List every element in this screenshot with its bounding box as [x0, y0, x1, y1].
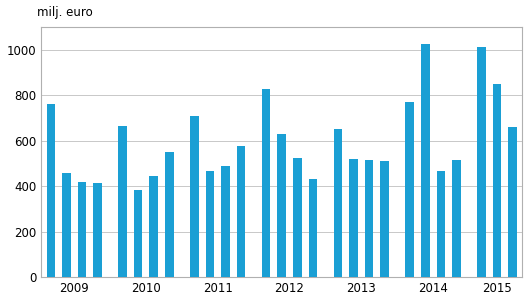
Bar — [78, 182, 86, 277]
Bar — [477, 47, 486, 277]
Bar — [93, 183, 102, 277]
Bar — [237, 146, 245, 277]
Bar — [405, 102, 414, 277]
Bar — [62, 172, 71, 277]
Bar — [293, 158, 302, 277]
Bar — [508, 127, 517, 277]
Bar — [308, 179, 317, 277]
Bar — [262, 89, 270, 277]
Bar — [47, 104, 55, 277]
Bar — [190, 116, 199, 277]
Bar — [452, 160, 461, 277]
Bar — [365, 160, 373, 277]
Bar — [436, 172, 445, 277]
Text: milj. euro: milj. euro — [37, 6, 93, 19]
Bar — [421, 44, 430, 277]
Bar — [118, 126, 127, 277]
Bar — [150, 176, 158, 277]
Bar — [349, 159, 358, 277]
Bar — [206, 172, 214, 277]
Bar — [134, 190, 142, 277]
Bar — [493, 84, 501, 277]
Bar — [221, 166, 230, 277]
Bar — [334, 129, 342, 277]
Bar — [165, 152, 174, 277]
Bar — [380, 161, 389, 277]
Bar — [277, 134, 286, 277]
